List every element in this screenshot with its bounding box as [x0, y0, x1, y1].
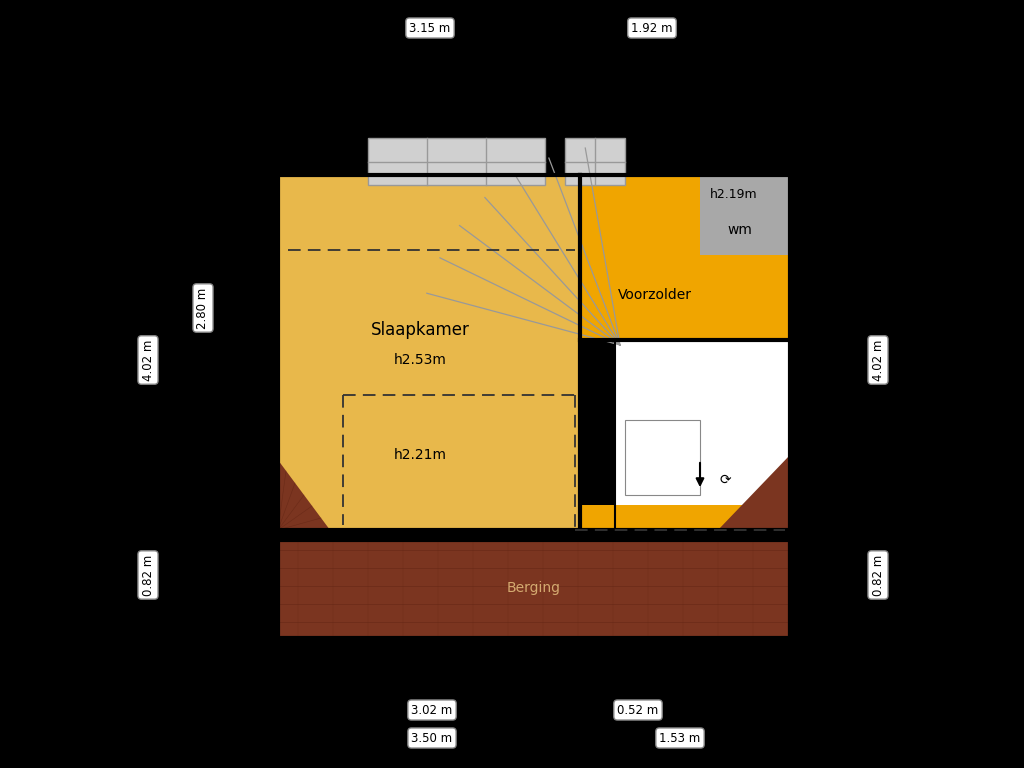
Text: ⟳: ⟳ — [719, 473, 731, 487]
Text: 1.92 m: 1.92 m — [631, 22, 673, 35]
Text: 0.82 m: 0.82 m — [141, 554, 155, 596]
Polygon shape — [718, 455, 790, 530]
Text: 3.50 m: 3.50 m — [412, 731, 453, 744]
Text: 3.15 m: 3.15 m — [410, 22, 451, 35]
Text: h2.21m: h2.21m — [393, 448, 446, 462]
Bar — [278, 175, 580, 530]
Polygon shape — [278, 460, 330, 530]
Text: h2.19m: h2.19m — [710, 188, 758, 201]
Bar — [565, 138, 625, 185]
Text: h2.53m: h2.53m — [393, 353, 446, 367]
Text: 3.02 m: 3.02 m — [412, 703, 453, 717]
Text: Slaapkamer: Slaapkamer — [371, 321, 469, 339]
Bar — [278, 540, 790, 638]
Text: wm: wm — [728, 223, 753, 237]
Bar — [625, 420, 700, 495]
Text: 0.52 m: 0.52 m — [617, 703, 658, 717]
Text: 4.02 m: 4.02 m — [141, 339, 155, 381]
Bar — [580, 175, 790, 340]
Bar — [700, 175, 790, 255]
Text: 2.80 m: 2.80 m — [197, 287, 210, 329]
Text: 0.82 m: 0.82 m — [871, 554, 885, 596]
Bar — [368, 138, 545, 185]
Bar — [615, 340, 790, 505]
Text: 4.02 m: 4.02 m — [871, 339, 885, 381]
Text: Voorzolder: Voorzolder — [618, 288, 692, 302]
Text: 1.53 m: 1.53 m — [659, 731, 700, 744]
Bar — [580, 505, 790, 530]
Text: Berging: Berging — [507, 581, 561, 595]
